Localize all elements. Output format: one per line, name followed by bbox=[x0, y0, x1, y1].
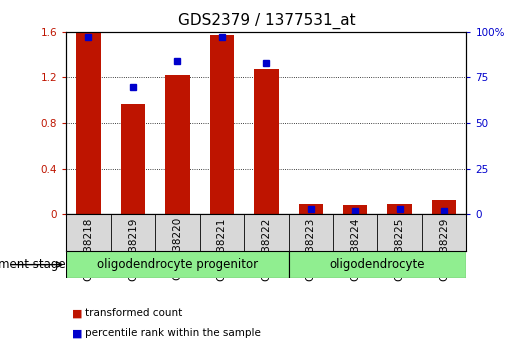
Text: ■: ■ bbox=[72, 308, 82, 318]
Bar bbox=[210, 35, 234, 214]
Bar bbox=[165, 75, 190, 214]
Text: GSM138223: GSM138223 bbox=[306, 217, 316, 280]
Bar bbox=[76, 33, 101, 214]
Text: GSM138225: GSM138225 bbox=[395, 217, 405, 280]
Text: transformed count: transformed count bbox=[85, 308, 182, 318]
Text: ■: ■ bbox=[72, 329, 82, 338]
Text: oligodendrocyte progenitor: oligodendrocyte progenitor bbox=[97, 258, 258, 271]
Bar bbox=[66, 251, 288, 278]
Text: GSM138218: GSM138218 bbox=[84, 217, 93, 280]
Text: percentile rank within the sample: percentile rank within the sample bbox=[85, 329, 261, 338]
Bar bbox=[254, 69, 279, 214]
Text: GSM138221: GSM138221 bbox=[217, 217, 227, 280]
Text: GSM138224: GSM138224 bbox=[350, 217, 360, 280]
Bar bbox=[121, 104, 145, 214]
Text: GSM138229: GSM138229 bbox=[439, 217, 449, 280]
Text: GSM138219: GSM138219 bbox=[128, 217, 138, 280]
Bar bbox=[432, 200, 456, 214]
Text: development stage: development stage bbox=[0, 258, 65, 271]
Bar bbox=[387, 204, 412, 214]
Bar bbox=[298, 204, 323, 214]
Bar bbox=[343, 205, 367, 214]
Text: GSM138222: GSM138222 bbox=[261, 217, 271, 280]
Title: GDS2379 / 1377531_at: GDS2379 / 1377531_at bbox=[178, 13, 355, 29]
Text: GSM138220: GSM138220 bbox=[172, 217, 182, 280]
Text: oligodendrocyte: oligodendrocyte bbox=[330, 258, 425, 271]
Bar bbox=[288, 251, 466, 278]
